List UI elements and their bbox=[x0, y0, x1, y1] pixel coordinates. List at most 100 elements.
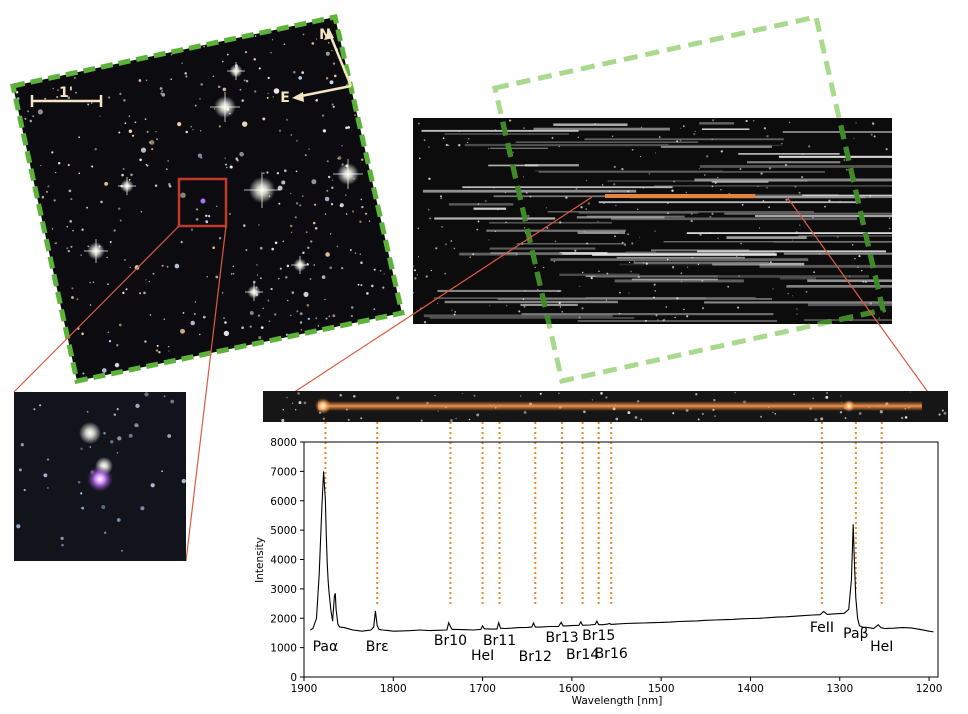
noise-dot bbox=[477, 220, 480, 223]
spectral-streak bbox=[516, 243, 626, 245]
sky-image: 1' N E bbox=[9, 14, 405, 385]
noise-dot bbox=[614, 235, 616, 238]
sky-star bbox=[16, 61, 19, 64]
noise-dot bbox=[601, 184, 604, 186]
sky-star bbox=[360, 115, 363, 118]
noise-dot bbox=[505, 221, 507, 223]
sky-star bbox=[47, 185, 50, 188]
sky-star bbox=[369, 330, 372, 333]
noise-dot bbox=[683, 308, 685, 311]
y-tick-label: 5000 bbox=[270, 525, 297, 537]
sky-star bbox=[306, 304, 310, 307]
spectral-streak bbox=[547, 211, 814, 213]
strip-star bbox=[322, 417, 326, 420]
sky-star bbox=[67, 249, 70, 253]
sky-star bbox=[258, 336, 262, 340]
noise-dot bbox=[590, 276, 593, 280]
x-tick-label: 1600 bbox=[559, 683, 586, 695]
sky-star bbox=[380, 36, 383, 38]
sky-star bbox=[361, 205, 364, 209]
sky-star bbox=[101, 368, 107, 373]
sky-star bbox=[249, 325, 252, 328]
strip-star bbox=[634, 416, 638, 419]
sky-star bbox=[87, 24, 90, 28]
noise-dot bbox=[737, 306, 740, 309]
line-label: FeII bbox=[810, 620, 834, 636]
sky-star bbox=[303, 291, 309, 297]
zoom-star bbox=[170, 399, 175, 404]
sky-star bbox=[155, 349, 159, 352]
sky-star bbox=[165, 21, 169, 25]
sky-star bbox=[315, 317, 318, 320]
strip-pa-beta-blob bbox=[843, 400, 855, 412]
sky-star bbox=[401, 53, 402, 56]
line-label: Brε bbox=[366, 639, 389, 655]
sky-star bbox=[382, 326, 385, 330]
target-trace bbox=[605, 194, 755, 198]
noise-dot bbox=[613, 165, 616, 169]
noise-dot bbox=[453, 313, 456, 316]
noise-dot bbox=[727, 285, 730, 288]
sky-star bbox=[94, 148, 97, 151]
strip-star bbox=[591, 399, 594, 401]
noise-dot bbox=[451, 309, 453, 311]
noise-dot bbox=[766, 135, 769, 138]
sky-star bbox=[248, 364, 250, 366]
sky-star bbox=[325, 317, 328, 320]
sky-star bbox=[250, 370, 254, 374]
noise-dot bbox=[799, 224, 801, 226]
sky-star bbox=[195, 208, 199, 211]
sky-star bbox=[355, 65, 359, 69]
sky-star bbox=[200, 83, 203, 86]
noise-dot bbox=[469, 256, 471, 258]
y-tick-label: 6000 bbox=[270, 496, 297, 508]
sky-star bbox=[276, 171, 280, 175]
noise-dot bbox=[423, 321, 427, 324]
noise-dot bbox=[444, 272, 447, 275]
spectral-streak bbox=[783, 252, 892, 255]
sky-star bbox=[300, 328, 303, 331]
noise-dot bbox=[772, 288, 774, 290]
noise-dot bbox=[494, 230, 496, 233]
sky-star bbox=[80, 254, 82, 257]
sky-star bbox=[192, 128, 194, 131]
sky-star bbox=[285, 276, 288, 279]
sky-star bbox=[327, 41, 330, 44]
sky-star bbox=[256, 264, 258, 266]
noise-dot bbox=[698, 167, 700, 170]
sky-star bbox=[402, 28, 404, 30]
noise-dot bbox=[645, 262, 648, 265]
sky-star bbox=[309, 278, 312, 280]
sky-star bbox=[254, 35, 257, 37]
compass: N E bbox=[280, 27, 353, 106]
sky-star bbox=[9, 355, 11, 357]
sky-star bbox=[108, 340, 112, 343]
sky-star bbox=[38, 299, 42, 303]
spectral-streak bbox=[422, 189, 637, 193]
sky-star bbox=[304, 154, 307, 157]
strip-line-left bbox=[272, 196, 593, 407]
noise-dot bbox=[848, 275, 851, 277]
y-tick-label: 3000 bbox=[270, 584, 297, 596]
noise-dot bbox=[512, 151, 514, 154]
sky-star bbox=[386, 41, 388, 43]
noise-dot bbox=[417, 122, 420, 125]
line-label: Paβ bbox=[843, 626, 868, 642]
sky-star bbox=[205, 214, 208, 218]
zoom-star bbox=[116, 518, 121, 522]
sky-star bbox=[182, 311, 185, 314]
noise-dot bbox=[525, 192, 528, 194]
sky-star bbox=[331, 103, 334, 106]
sky-star bbox=[330, 233, 332, 235]
sky-star bbox=[345, 194, 347, 196]
sky-star bbox=[126, 383, 128, 385]
sky-star bbox=[322, 129, 327, 133]
sky-star bbox=[16, 220, 19, 223]
zoom-star bbox=[121, 549, 123, 552]
sky-star bbox=[35, 23, 38, 26]
noise-dot bbox=[680, 280, 683, 283]
x-tick-label: 1800 bbox=[380, 683, 407, 695]
sky-star bbox=[236, 365, 238, 367]
spectral-streak bbox=[489, 247, 596, 250]
noise-dot bbox=[706, 155, 709, 158]
